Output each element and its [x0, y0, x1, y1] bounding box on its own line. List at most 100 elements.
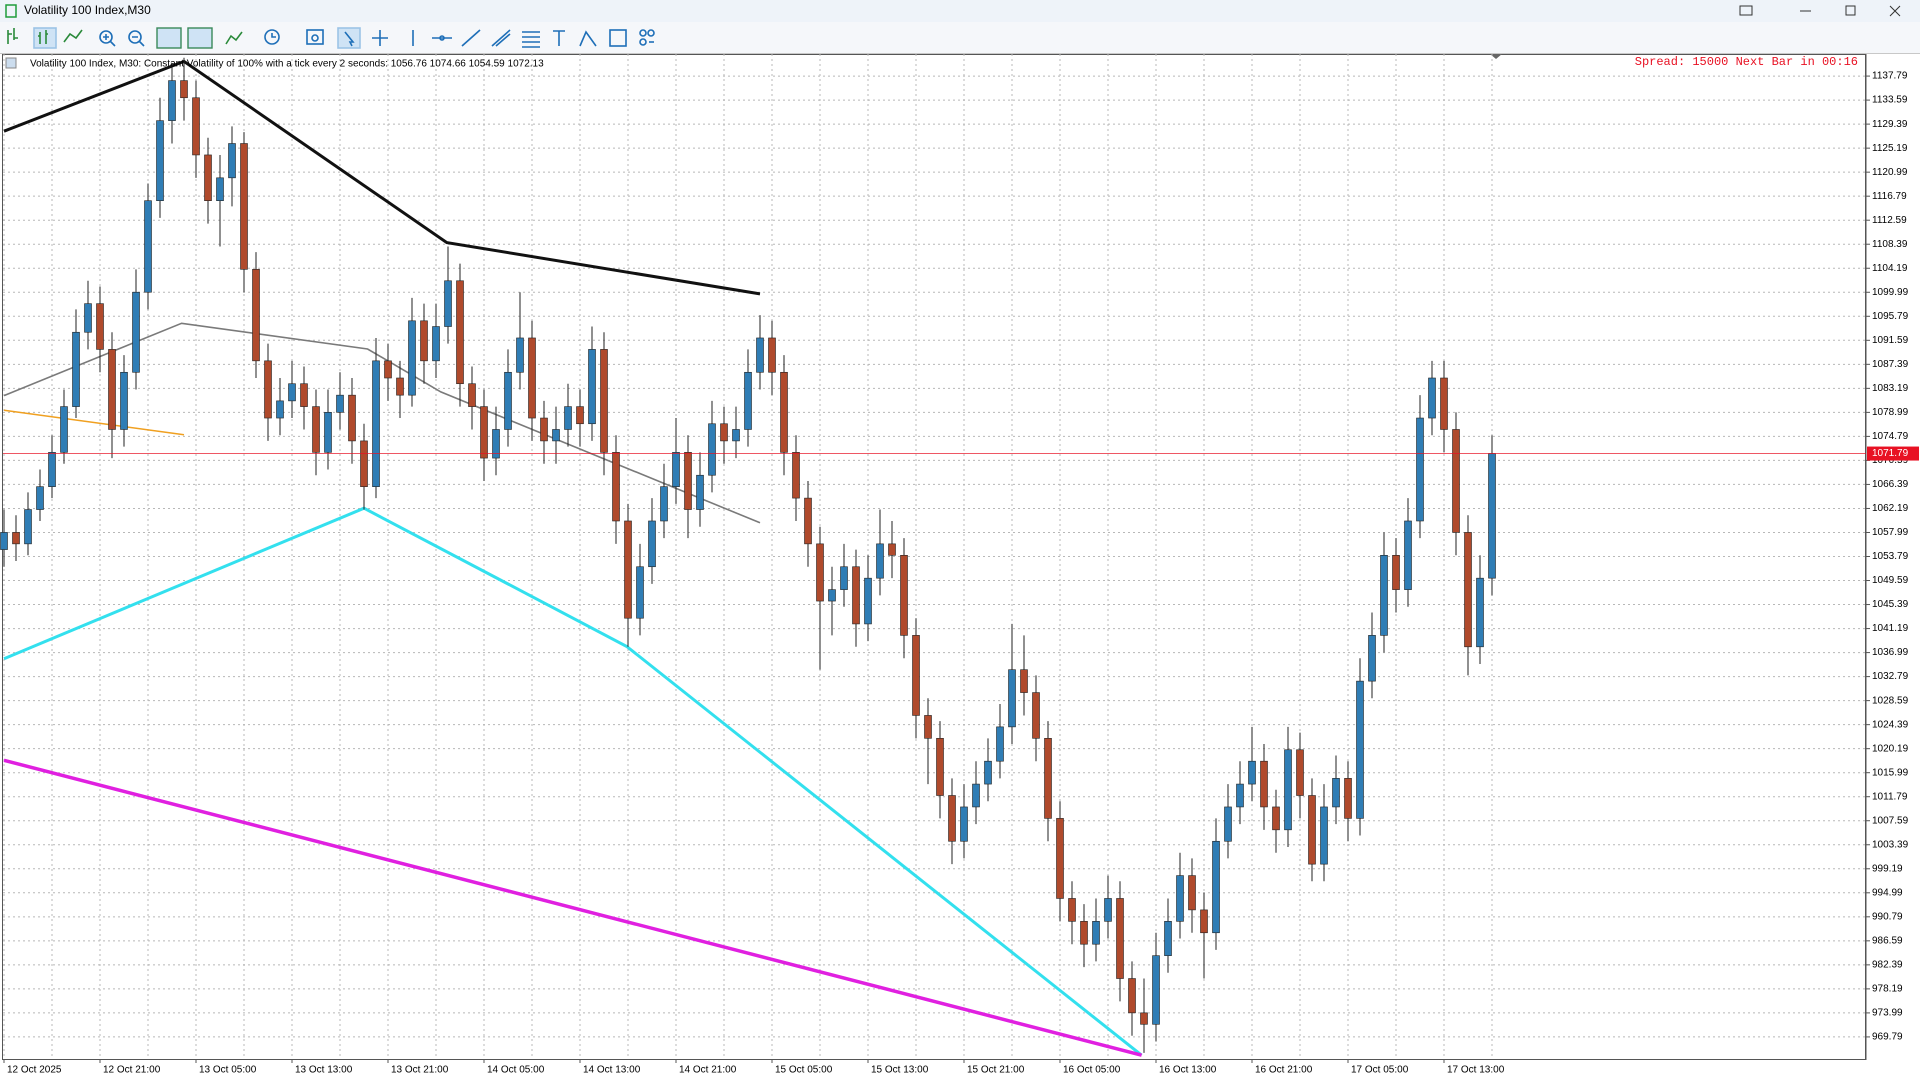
- y-tick-label: 1062.19: [1872, 503, 1909, 514]
- candle-body: [156, 120, 164, 202]
- y-tick-label: 1116.79: [1872, 191, 1907, 202]
- x-tick-label: 15 Oct 21:00: [967, 1065, 1025, 1076]
- layout-button[interactable]: [1739, 5, 1753, 16]
- candle-body: [444, 280, 452, 327]
- candle-body: [588, 349, 596, 425]
- candle-body: [1392, 554, 1400, 590]
- y-tick-label: 1032.79: [1872, 671, 1909, 682]
- y-tick-label: 1095.79: [1872, 311, 1909, 322]
- trend-line: [3, 409, 185, 436]
- chart-info: Volatility 100 Index, M30: Constant Vola…: [30, 59, 544, 70]
- candle-body: [36, 486, 44, 510]
- candle-body: [876, 543, 884, 579]
- y-tick-label: 986.59: [1872, 935, 1903, 946]
- x-tick-label: 12 Oct 21:00: [103, 1065, 161, 1076]
- indicator-buttons[interactable]: [225, 29, 280, 45]
- y-tick-label: 1129.39: [1872, 119, 1908, 130]
- candle-body: [1152, 955, 1160, 1025]
- y-tick-label: 1049.59: [1872, 575, 1909, 586]
- candle-body: [228, 143, 236, 179]
- candle-body: [216, 177, 224, 202]
- y-tick-label: 1003.39: [1872, 839, 1909, 850]
- last-price-box: [1867, 446, 1919, 461]
- y-tick-label: 1083.19: [1872, 383, 1909, 394]
- chart-icon: [5, 57, 17, 69]
- candle-body: [24, 509, 32, 545]
- candle-body: [1116, 898, 1124, 979]
- candle-body: [336, 394, 344, 413]
- x-tick-label: 14 Oct 21:00: [679, 1065, 737, 1076]
- candle-body: [1260, 760, 1268, 808]
- candle-body: [48, 452, 56, 487]
- maximize-button[interactable]: [1845, 5, 1856, 16]
- trend-line: [3, 758, 1143, 1057]
- candle-body: [1032, 692, 1040, 739]
- candle-body: [1488, 453, 1496, 579]
- y-tick-label: 1045.39: [1872, 599, 1909, 610]
- candle-body: [384, 360, 392, 379]
- x-tick-label: 16 Oct 13:00: [1159, 1065, 1217, 1076]
- candle-body: [840, 566, 848, 590]
- candle-body: [348, 394, 356, 442]
- x-tick-label: 17 Oct 13:00: [1447, 1065, 1505, 1076]
- candle-body: [948, 795, 956, 842]
- y-tick-label: 969.79: [1872, 1032, 1903, 1043]
- candle-body: [300, 383, 308, 407]
- candle-body: [1452, 429, 1460, 533]
- candle-body: [720, 423, 728, 442]
- scroll-buttons[interactable]: [156, 27, 213, 49]
- title-bar: [0, 0, 1920, 22]
- candle-body: [1056, 818, 1064, 899]
- candle-body: [516, 337, 524, 373]
- candle-body: [372, 360, 380, 487]
- candle-body: [804, 497, 812, 545]
- candle-body: [828, 589, 836, 602]
- candle-body: [528, 337, 536, 419]
- y-tick-label: 1125.19: [1872, 143, 1908, 154]
- candle-body: [192, 97, 200, 156]
- candle-body: [468, 383, 476, 407]
- y-tick-label: 1108.39: [1872, 239, 1908, 250]
- y-tick-label: 1120.99: [1872, 167, 1908, 178]
- y-tick-label: 994.99: [1872, 887, 1903, 898]
- candle-body: [1176, 875, 1184, 922]
- y-tick-label: 1074.79: [1872, 431, 1909, 442]
- drawing-tools[interactable]: [306, 27, 655, 49]
- candle-body: [744, 371, 752, 430]
- candle-body: [288, 383, 296, 402]
- candle-body: [1284, 749, 1292, 831]
- grid: [3, 54, 1866, 1059]
- candle-body: [84, 303, 92, 333]
- candle-body: [972, 783, 980, 808]
- candle-body: [1476, 577, 1484, 648]
- candle-body: [1044, 738, 1052, 819]
- candle-body: [396, 377, 404, 396]
- candle-body: [504, 371, 512, 430]
- close-button[interactable]: [1889, 5, 1901, 17]
- x-tick-label: 13 Oct 05:00: [199, 1065, 257, 1076]
- candle-body: [432, 326, 440, 362]
- y-tick-label: 1091.59: [1872, 335, 1909, 346]
- candle-body: [1404, 520, 1412, 590]
- candle-body: [1416, 417, 1424, 522]
- chart-type-buttons[interactable]: [7, 27, 83, 49]
- candle-body: [1272, 806, 1280, 831]
- x-tick-label: 14 Oct 05:00: [487, 1065, 545, 1076]
- y-tick-label: 1112.59: [1872, 215, 1907, 226]
- zoom-buttons[interactable]: [99, 30, 145, 47]
- candle-body: [312, 406, 320, 453]
- candle-body: [756, 337, 764, 373]
- candle-body: [1164, 921, 1172, 956]
- x-tick-label: 15 Oct 13:00: [871, 1065, 929, 1076]
- y-tick-label: 973.99: [1872, 1008, 1903, 1019]
- y-tick-label: 999.19: [1872, 863, 1903, 874]
- candle-body: [1308, 795, 1316, 865]
- x-tick-label: 14 Oct 13:00: [583, 1065, 641, 1076]
- candle-body: [1224, 806, 1232, 842]
- candle-body: [672, 452, 680, 487]
- candle-body: [168, 80, 176, 121]
- candle-body: [612, 452, 620, 522]
- candle-body: [768, 337, 776, 373]
- trend-line: [3, 506, 1143, 1057]
- y-tick-label: 1066.39: [1872, 479, 1909, 490]
